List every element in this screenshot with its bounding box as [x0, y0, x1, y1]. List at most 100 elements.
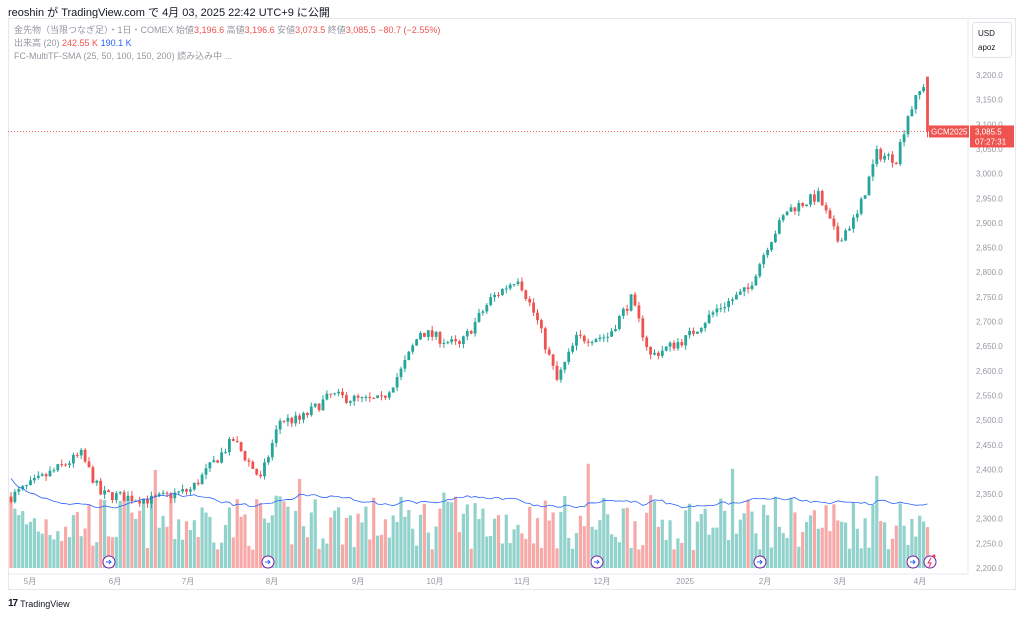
volume-bar	[64, 526, 68, 568]
volume-bar	[243, 514, 247, 568]
volume-bar	[598, 520, 602, 568]
candle-body	[208, 462, 212, 469]
candle-body	[504, 288, 508, 290]
candle-body	[118, 492, 122, 494]
candle-body	[719, 308, 723, 310]
dividend-event-icon[interactable]	[906, 555, 920, 569]
candle-body	[852, 217, 855, 229]
candle-body	[547, 349, 551, 355]
volume-bar	[130, 512, 134, 568]
volume-bar	[192, 520, 196, 568]
volume-label[interactable]: 出来高 (20)	[14, 38, 60, 48]
candle-body	[473, 321, 477, 334]
volume-bar	[918, 515, 922, 568]
price-axis-label: 3,200.0	[976, 71, 1003, 80]
candle-body	[267, 457, 270, 463]
volume-bar	[188, 530, 192, 568]
volume-bar	[153, 469, 157, 568]
volume-bar	[457, 532, 462, 568]
candle-body	[255, 468, 259, 475]
candle-body	[130, 495, 134, 502]
volume-bar	[313, 499, 317, 568]
candle-body	[543, 328, 547, 350]
currency-label[interactable]: USD	[978, 29, 995, 38]
candle-body	[446, 342, 450, 344]
dividend-event-icon[interactable]	[102, 555, 116, 569]
volume-bar	[582, 526, 586, 568]
volume-bar	[368, 539, 372, 568]
price-axis-label: 2,400.0	[976, 465, 1003, 474]
change-value: −80.7 (−2.55%)	[378, 25, 441, 35]
volume-bar	[914, 536, 918, 568]
candle-body	[637, 305, 641, 319]
volume-bar	[454, 496, 458, 568]
dividend-event-icon[interactable]	[590, 555, 604, 569]
currency-box[interactable]: USD apoz	[972, 22, 1012, 58]
volume-bar	[754, 533, 758, 568]
candle-body	[746, 287, 750, 289]
volume-bar	[883, 522, 887, 568]
publish-title: reoshin が TradingView.com で 4月 03, 2025 …	[8, 7, 330, 19]
dividend-event-icon[interactable]	[753, 555, 767, 569]
volume-bar	[17, 515, 21, 568]
candle-body	[653, 352, 656, 355]
dividend-event-icon[interactable]	[261, 555, 275, 569]
candle-body	[430, 330, 434, 337]
candle-body	[348, 401, 352, 403]
volume-bar	[621, 508, 625, 568]
volume-bar	[473, 503, 477, 568]
volume-bar	[855, 528, 859, 568]
candle-body	[754, 276, 758, 286]
volume-bar	[925, 527, 930, 568]
candle-body	[173, 492, 177, 499]
candle-body	[594, 339, 598, 343]
candle-body	[17, 489, 21, 492]
volume-bar	[684, 510, 688, 568]
candle-body	[859, 198, 863, 214]
candle-body	[91, 467, 95, 483]
ohlc-legend: 金先物（当限つなぎ足）・1日・COMEX 始値3,196.6 高値3,196.6…	[14, 24, 440, 37]
volume-bar	[879, 521, 883, 568]
volume-bar	[95, 542, 99, 568]
volume-bar	[212, 542, 216, 568]
volume-bar	[816, 528, 820, 568]
volume-bar	[742, 513, 746, 568]
symbol-tag: GCM2025	[931, 127, 968, 136]
candle-body	[231, 439, 235, 441]
price-axis-label: 3,000.0	[976, 170, 1003, 179]
candle-body	[735, 294, 738, 300]
scale-mode-label[interactable]: apoz	[978, 43, 996, 52]
candle-body	[871, 164, 875, 177]
volume-bar	[266, 522, 270, 568]
candle-body	[111, 492, 114, 501]
candle-body	[48, 470, 52, 477]
volume-bar	[828, 531, 832, 568]
volume-bar	[906, 544, 910, 568]
symbol-label[interactable]: 金先物（当限つなぎ足）・1日・COMEX	[14, 25, 174, 35]
candle-body	[672, 342, 676, 349]
volume-bar	[208, 516, 212, 568]
volume-bar	[719, 498, 723, 568]
candle-body	[551, 354, 555, 366]
candle-body	[177, 491, 181, 493]
volume-bar	[352, 547, 356, 568]
candle-body	[368, 396, 372, 398]
candle-body	[649, 346, 652, 355]
candle-body	[403, 359, 407, 369]
earnings-lightning-icon[interactable]	[923, 554, 937, 569]
volume-bar	[504, 514, 508, 568]
indicator-legend[interactable]: FC-MultiTF-SMA (25, 50, 100, 150, 200) 読…	[14, 51, 233, 61]
candle-body	[625, 308, 629, 311]
time-axis-label: 2025	[676, 577, 694, 586]
price-axis-label: 2,450.0	[976, 441, 1003, 450]
candle-body	[462, 336, 465, 345]
chart-frame[interactable]	[8, 18, 1016, 590]
candle-body	[290, 417, 294, 424]
volume-bar	[403, 516, 407, 568]
brand-label: TradingView	[20, 598, 70, 609]
candle-body	[419, 332, 422, 340]
volume-ma-value: 190.1 K	[100, 38, 132, 48]
volume-bar	[71, 515, 75, 568]
candle-body	[9, 496, 13, 502]
